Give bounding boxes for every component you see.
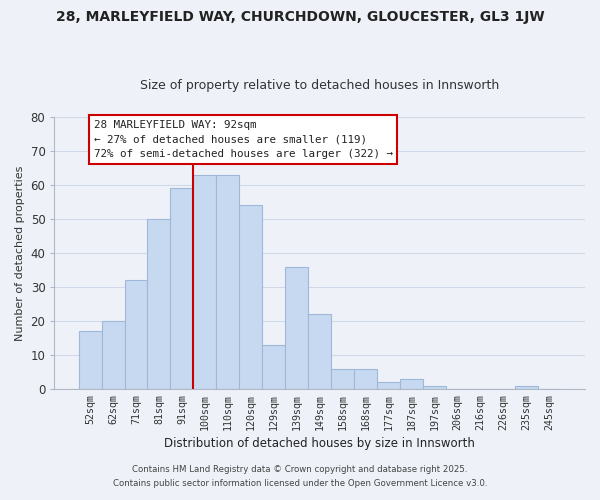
Bar xyxy=(308,314,331,389)
Bar xyxy=(101,321,125,389)
Bar xyxy=(193,174,217,389)
Bar xyxy=(239,206,262,389)
Text: 28, MARLEYFIELD WAY, CHURCHDOWN, GLOUCESTER, GL3 1JW: 28, MARLEYFIELD WAY, CHURCHDOWN, GLOUCES… xyxy=(56,10,544,24)
Bar xyxy=(125,280,148,389)
Bar xyxy=(262,345,285,389)
Bar xyxy=(170,188,193,389)
Text: 28 MARLEYFIELD WAY: 92sqm
← 27% of detached houses are smaller (119)
72% of semi: 28 MARLEYFIELD WAY: 92sqm ← 27% of detac… xyxy=(94,120,392,159)
Bar xyxy=(285,266,308,389)
Bar xyxy=(354,369,377,389)
Text: Contains HM Land Registry data © Crown copyright and database right 2025.
Contai: Contains HM Land Registry data © Crown c… xyxy=(113,466,487,487)
Y-axis label: Number of detached properties: Number of detached properties xyxy=(15,166,25,340)
Bar xyxy=(148,219,170,389)
Bar xyxy=(515,386,538,389)
Bar xyxy=(377,382,400,389)
Bar xyxy=(400,379,423,389)
X-axis label: Distribution of detached houses by size in Innsworth: Distribution of detached houses by size … xyxy=(164,437,475,450)
Bar xyxy=(79,332,101,389)
Bar xyxy=(331,369,354,389)
Title: Size of property relative to detached houses in Innsworth: Size of property relative to detached ho… xyxy=(140,79,499,92)
Bar xyxy=(423,386,446,389)
Bar xyxy=(217,174,239,389)
